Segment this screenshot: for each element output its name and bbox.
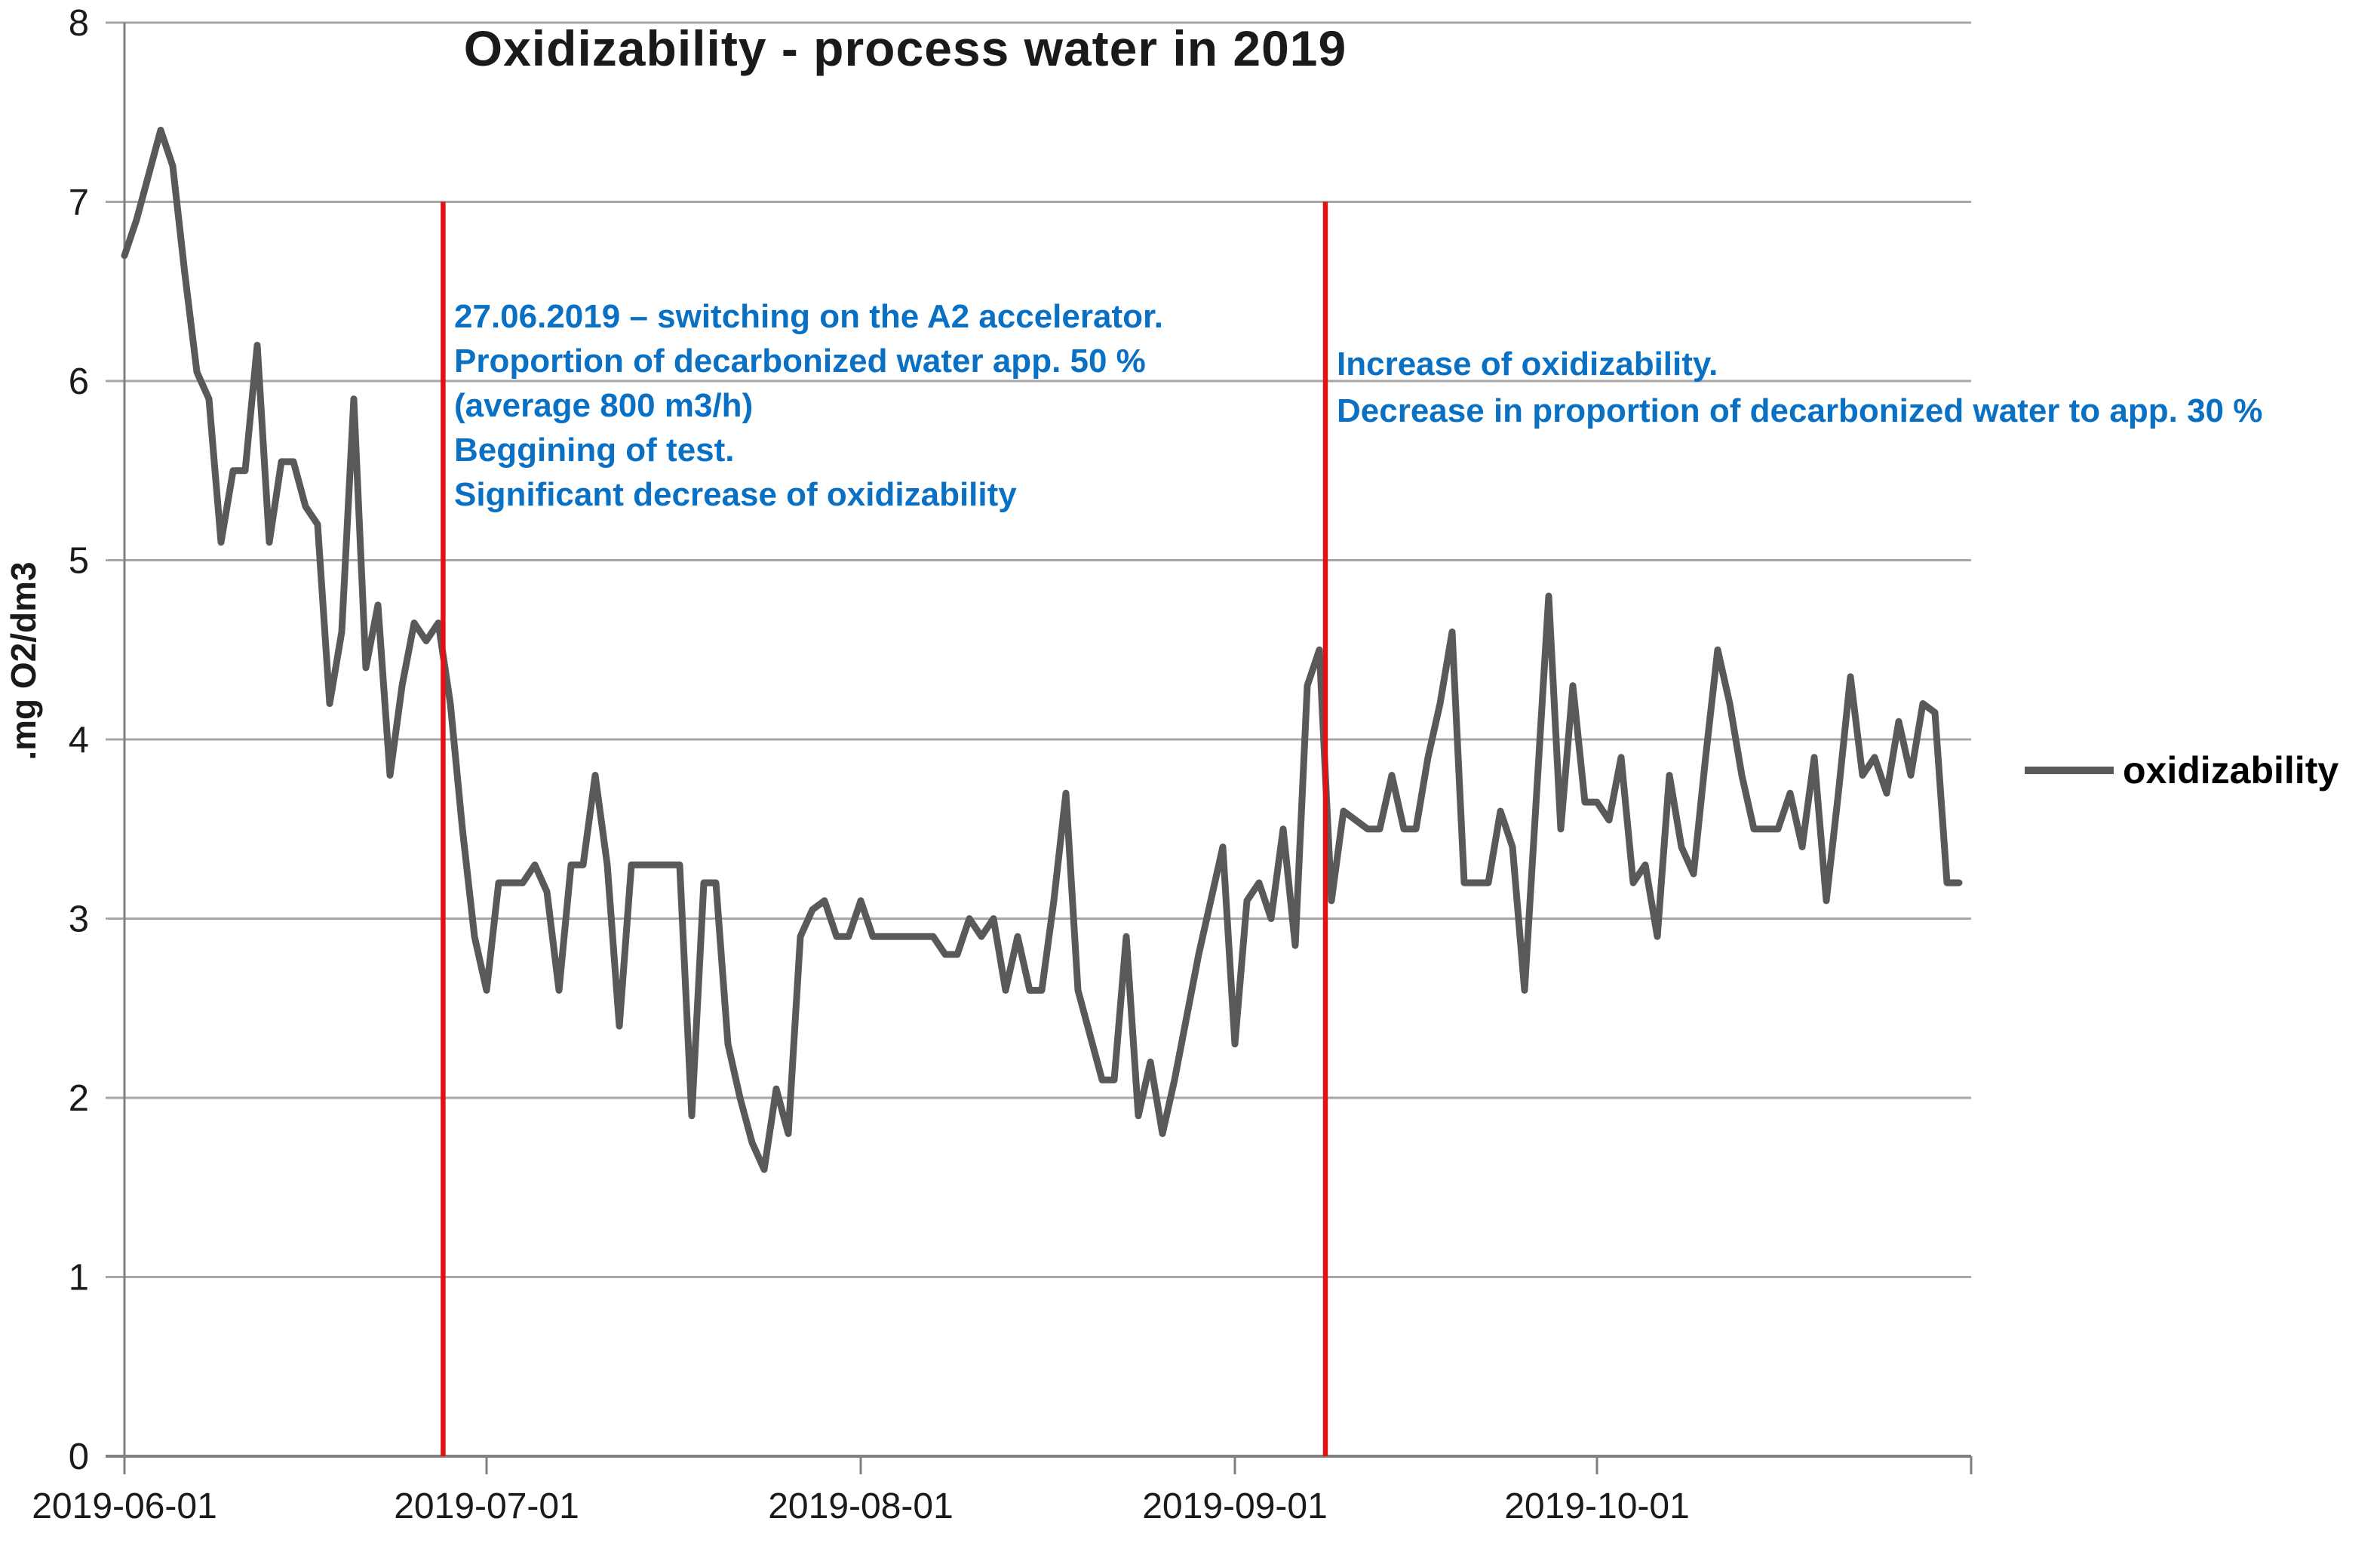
y-tick-label: 0 — [69, 1437, 89, 1477]
annotation-accelerator-note: 27.06.2019 – switching on the A2 acceler… — [454, 294, 1163, 517]
legend: oxidizability — [2025, 748, 2339, 792]
x-tick-label: 2019-08-01 — [768, 1486, 954, 1526]
x-tick-label: 2019-09-01 — [1142, 1486, 1328, 1526]
annotation-line: (average 800 m3/h) — [454, 387, 754, 424]
y-tick-label: 1 — [69, 1258, 89, 1299]
annotation-increase-note: Increase of oxidizability. Decrease in p… — [1337, 341, 2262, 435]
y-tick-label: 6 — [69, 361, 89, 402]
y-tick-label: 5 — [69, 541, 89, 582]
y-tick-label: 2 — [69, 1078, 89, 1119]
annotation-line: Increase of oxidizability. — [1337, 346, 1718, 383]
annotation-line: Proportion of decarbonized water app. 50… — [454, 343, 1146, 380]
x-tick-label: 2019-06-01 — [32, 1486, 217, 1526]
annotation-line: 27.06.2019 – switching on the A2 acceler… — [454, 298, 1163, 335]
y-tick-label: 8 — [69, 3, 89, 44]
y-axis-title: .mg O2/dm3 — [4, 561, 43, 761]
series-line-oxidizability — [121, 127, 1963, 1173]
y-tick-label: 7 — [69, 183, 89, 223]
annotation-line: Decrease in proportion of decarbonized w… — [1337, 392, 2263, 429]
annotation-line: Significant decrease of oxidizability — [454, 476, 1017, 513]
y-tick-label: 4 — [69, 720, 89, 761]
x-tick-label: 2019-07-01 — [394, 1486, 579, 1526]
chart-title: Oxidizability - process water in 2019 — [463, 20, 1347, 76]
y-tick-label: 3 — [69, 899, 89, 940]
legend-line-sample — [2025, 767, 2114, 774]
x-tick-label: 2019-10-01 — [1504, 1486, 1690, 1526]
annotation-line: Beggining of test. — [454, 432, 735, 469]
legend-label: oxidizability — [2123, 749, 2339, 791]
